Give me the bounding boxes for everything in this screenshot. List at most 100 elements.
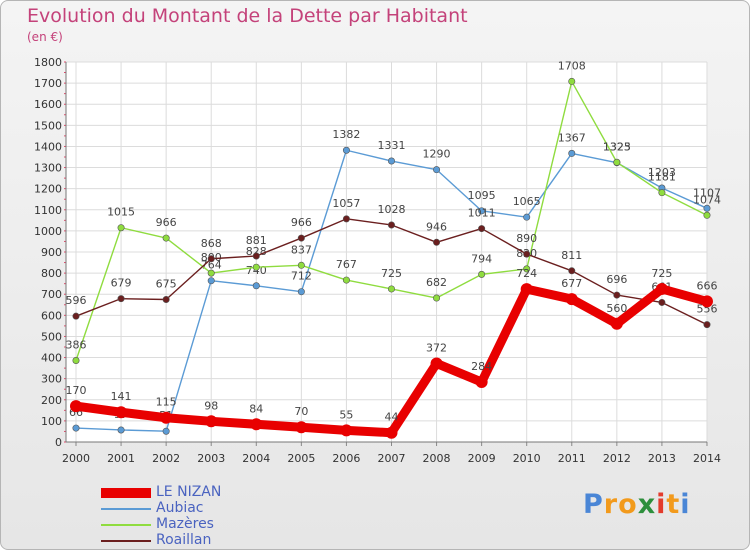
y-tick-label: 900	[41, 246, 62, 259]
logo-letter: i	[680, 489, 691, 520]
data-label: 679	[111, 277, 132, 290]
x-tick-label: 2005	[287, 452, 315, 465]
data-point	[207, 269, 215, 277]
x-tick-label: 2010	[513, 452, 541, 465]
x-tick-label: 2009	[468, 452, 496, 465]
data-label: 794	[471, 252, 492, 265]
data-point	[610, 317, 623, 330]
x-tick-label: 2006	[332, 452, 360, 465]
legend-swatch	[101, 508, 151, 510]
data-point	[433, 238, 441, 246]
data-label: 170	[66, 384, 87, 397]
data-point	[162, 427, 170, 435]
data-label: 890	[516, 232, 537, 245]
x-tick-label: 2011	[558, 452, 586, 465]
data-label: 55	[339, 408, 353, 421]
data-label: 696	[606, 273, 627, 286]
data-label: 1367	[558, 131, 586, 144]
logo-letter: i	[656, 489, 667, 520]
y-tick-label: 1500	[34, 119, 62, 132]
data-label: 767	[336, 258, 357, 271]
data-label: 828	[246, 245, 267, 258]
data-label: 556	[696, 303, 717, 316]
data-point	[387, 221, 395, 229]
data-point	[433, 166, 441, 174]
data-point	[297, 288, 305, 296]
data-label: 1331	[377, 139, 405, 152]
data-label: 284	[471, 360, 492, 373]
data-point	[387, 285, 395, 293]
data-point	[385, 426, 398, 439]
data-label: 1057	[332, 197, 360, 210]
data-point	[117, 224, 125, 232]
proxiti-logo: Proxiti	[583, 489, 691, 520]
y-tick-label: 400	[41, 352, 62, 365]
x-tick-label: 2003	[197, 452, 225, 465]
data-point	[117, 295, 125, 303]
data-label: 725	[651, 267, 672, 280]
x-tick-label: 2002	[152, 452, 180, 465]
data-label: 712	[291, 270, 312, 283]
data-label: 837	[291, 243, 312, 256]
y-tick-label: 100	[41, 415, 62, 428]
data-label: 666	[696, 279, 717, 292]
data-label: 868	[201, 237, 222, 250]
y-tick-label: 1700	[34, 77, 62, 90]
legend-label: Mazères	[156, 516, 214, 532]
legend-swatch	[101, 540, 151, 542]
logo-letter: P	[583, 489, 604, 520]
data-point	[475, 376, 488, 389]
data-point	[297, 234, 305, 242]
data-label: 1095	[468, 189, 496, 202]
data-label: 1325	[603, 140, 631, 153]
data-point	[523, 250, 531, 258]
chart-title: Evolution du Montant de la Dette par Hab…	[27, 5, 468, 27]
data-point	[703, 211, 711, 219]
legend-label: Roaillan	[156, 532, 212, 548]
data-point	[658, 189, 666, 197]
data-point	[520, 283, 533, 296]
data-label: 724	[516, 267, 537, 280]
y-tick-label: 1000	[34, 225, 62, 238]
data-point	[568, 149, 576, 157]
legend-label: LE NIZAN	[156, 484, 222, 500]
data-point	[162, 295, 170, 303]
data-point	[703, 321, 711, 329]
data-point	[252, 282, 260, 290]
data-point	[342, 146, 350, 154]
data-label: 675	[156, 278, 177, 291]
logo-letter: r	[603, 489, 619, 520]
data-point	[568, 77, 576, 85]
x-tick-label: 2013	[648, 452, 676, 465]
data-label: 966	[156, 216, 177, 229]
chart-unit: (en €)	[27, 30, 63, 44]
x-tick-label: 2001	[107, 452, 135, 465]
data-point	[340, 424, 353, 437]
logo-letter: x	[637, 489, 657, 520]
data-label: 115	[156, 396, 177, 409]
data-point	[613, 158, 621, 166]
data-label: 70	[294, 405, 308, 418]
data-point	[703, 204, 711, 212]
y-tick-label: 1800	[34, 56, 62, 69]
data-point	[613, 291, 621, 299]
data-point	[700, 295, 713, 308]
data-label: 44	[384, 411, 398, 424]
data-point	[252, 263, 260, 271]
data-label: 1074	[693, 193, 721, 206]
data-label: 372	[426, 341, 447, 354]
data-label: 84	[249, 402, 263, 415]
data-point	[342, 215, 350, 223]
data-point	[72, 312, 80, 320]
data-point	[250, 418, 263, 431]
data-point	[433, 294, 441, 302]
legend-swatch	[101, 524, 151, 526]
data-point	[565, 293, 578, 306]
legend-swatch	[101, 488, 151, 498]
data-point	[115, 406, 128, 419]
y-tick-label: 1300	[34, 162, 62, 175]
x-tick-label: 2014	[693, 452, 721, 465]
x-tick-label: 2000	[62, 452, 90, 465]
data-point	[295, 421, 308, 434]
